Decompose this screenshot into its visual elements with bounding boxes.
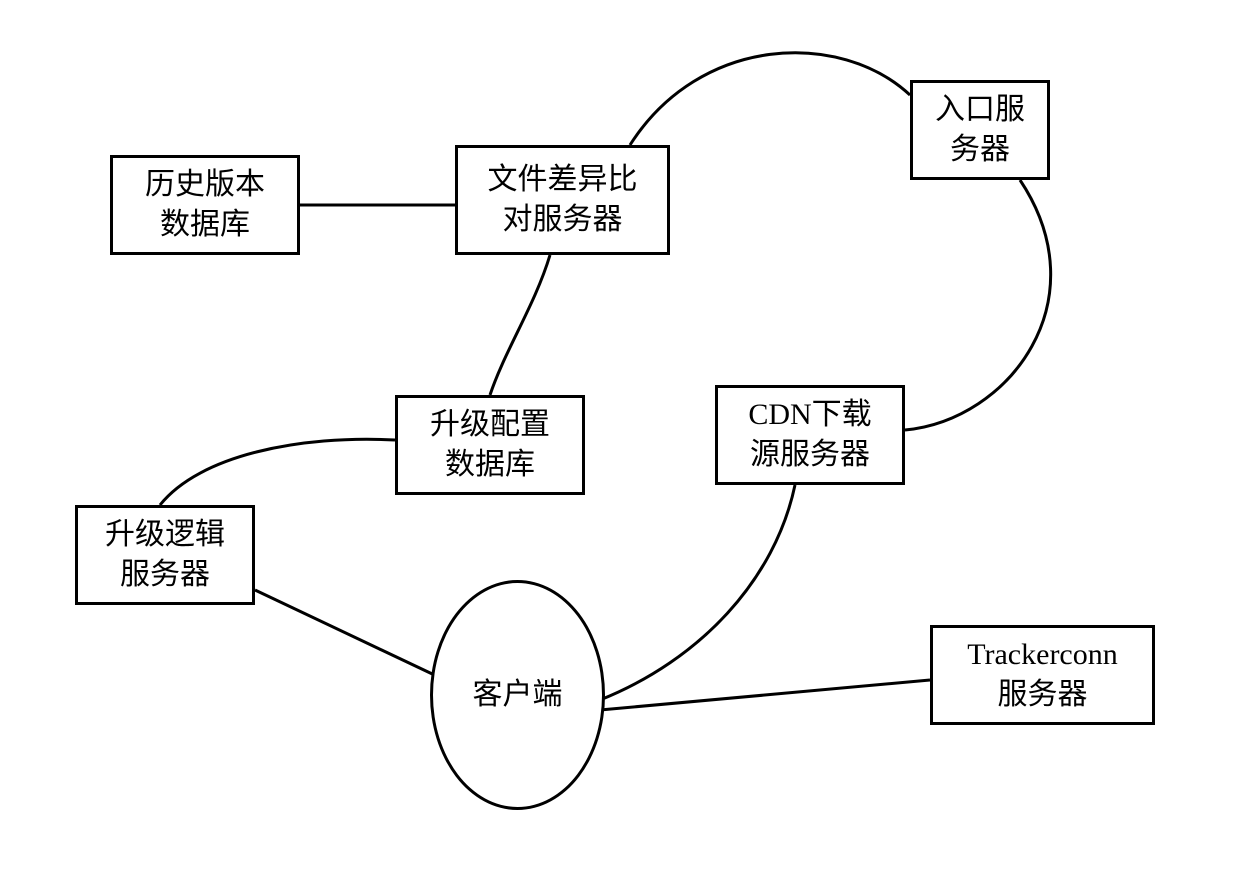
- node-label: 升级配置: [430, 405, 550, 446]
- node-history-db: 历史版本 数据库: [110, 155, 300, 255]
- diagram-canvas: 历史版本 数据库 文件差异比 对服务器 入口服 务器 升级配置 数据库 CDN下…: [0, 0, 1240, 871]
- node-client: 客户端: [430, 580, 605, 810]
- node-label: Trackerconn: [967, 635, 1118, 676]
- node-label: 服务器: [967, 675, 1118, 716]
- node-label: 数据库: [145, 205, 265, 246]
- node-label: 服务器: [105, 555, 225, 596]
- node-trackerconn-server: Trackerconn 服务器: [930, 625, 1155, 725]
- edge-cdn-to-client: [600, 485, 795, 700]
- node-label: 务器: [935, 130, 1025, 171]
- node-label: 历史版本: [145, 165, 265, 206]
- edge-logic-to-client: [255, 590, 445, 680]
- node-label: 入口服: [935, 90, 1025, 131]
- edge-entry-to-cdn: [905, 180, 1051, 430]
- node-label: 数据库: [430, 445, 550, 486]
- node-upgrade-config-db: 升级配置 数据库: [395, 395, 585, 495]
- node-diff-server: 文件差异比 对服务器: [455, 145, 670, 255]
- edges-layer: [0, 0, 1240, 871]
- edge-diff-to-cfg: [490, 255, 550, 395]
- edge-cfg-to-logic: [160, 439, 395, 505]
- node-label: 升级逻辑: [105, 515, 225, 556]
- node-cdn-server: CDN下载 源服务器: [715, 385, 905, 485]
- edge-diff-to-entry: [630, 53, 910, 145]
- edge-client-to-tracker: [600, 680, 930, 710]
- node-label: 对服务器: [488, 200, 638, 241]
- node-upgrade-logic-server: 升级逻辑 服务器: [75, 505, 255, 605]
- node-label: 文件差异比: [488, 160, 638, 201]
- node-label: 源服务器: [748, 435, 871, 476]
- node-label: CDN下载: [748, 395, 871, 436]
- node-label: 客户端: [473, 675, 563, 716]
- node-entry-server: 入口服 务器: [910, 80, 1050, 180]
